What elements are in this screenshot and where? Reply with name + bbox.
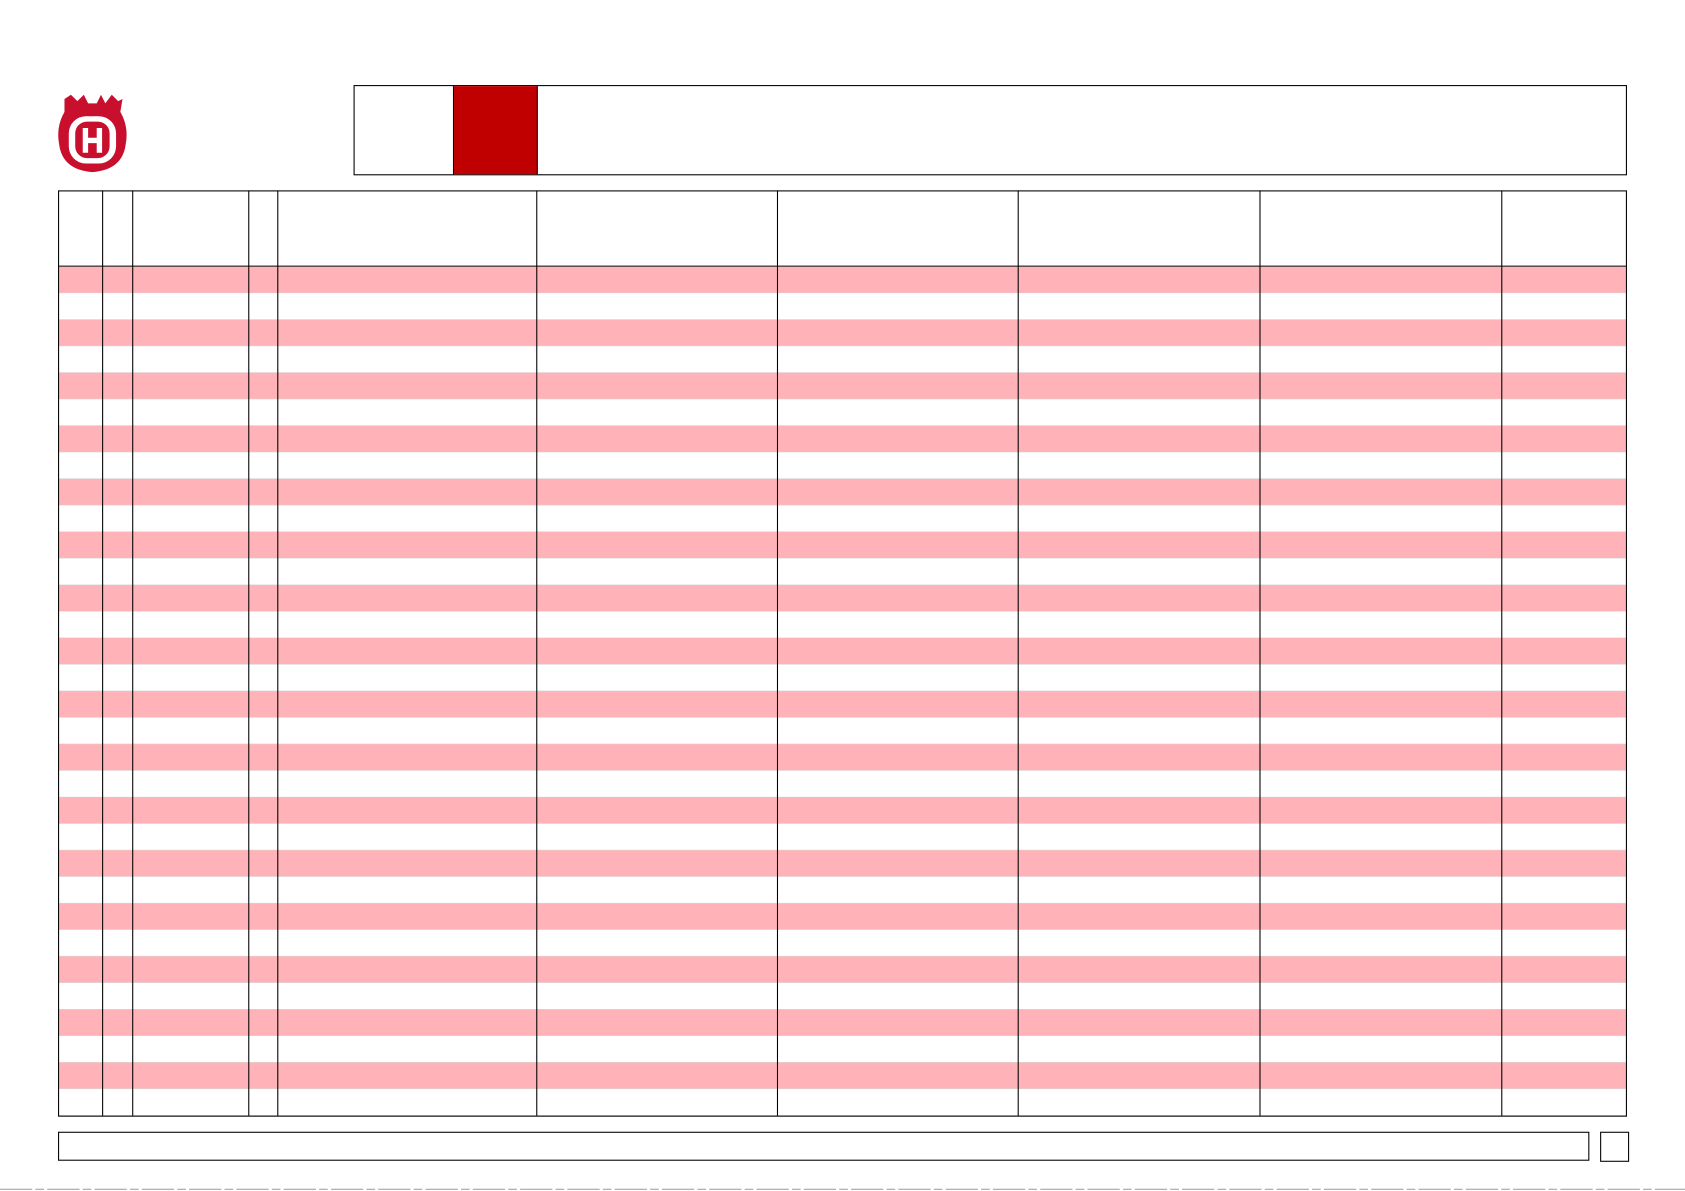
table-border <box>58 190 1627 1117</box>
table-row <box>59 558 1626 586</box>
table-row <box>59 399 1626 426</box>
header-color-block <box>453 86 538 175</box>
table-row <box>59 293 1626 320</box>
table-row <box>59 478 1626 506</box>
table-row <box>59 1089 1626 1116</box>
table-row <box>59 452 1626 479</box>
table-row <box>59 505 1626 532</box>
table-row <box>59 425 1626 453</box>
table-columns <box>102 190 1503 1116</box>
logo <box>58 94 127 173</box>
table-row <box>59 956 1626 983</box>
table-row <box>59 638 1626 665</box>
page-number-box <box>1600 1131 1630 1162</box>
footer-box <box>58 1131 1590 1161</box>
table-row <box>59 531 1626 559</box>
table-row <box>59 850 1626 877</box>
header-box <box>353 85 1627 176</box>
table-row <box>59 691 1626 718</box>
table-row <box>59 717 1626 745</box>
table-row <box>59 903 1626 930</box>
table-row <box>59 346 1626 373</box>
table-row <box>59 1062 1626 1090</box>
table-row <box>59 823 1626 851</box>
table-row <box>59 372 1626 400</box>
table-row <box>59 1009 1626 1037</box>
table-row <box>59 797 1626 824</box>
table-row <box>59 770 1626 798</box>
table-row <box>59 929 1626 957</box>
table-row <box>59 982 1626 1010</box>
table-row <box>59 876 1626 904</box>
table-row <box>59 266 1626 294</box>
table-row <box>59 1036 1626 1063</box>
table-row <box>59 744 1626 771</box>
table-row <box>59 611 1626 639</box>
logo-letter <box>82 128 103 153</box>
table-row <box>59 319 1626 347</box>
table-rows <box>59 266 1626 1117</box>
table-row <box>59 585 1626 612</box>
table-row <box>59 664 1626 692</box>
